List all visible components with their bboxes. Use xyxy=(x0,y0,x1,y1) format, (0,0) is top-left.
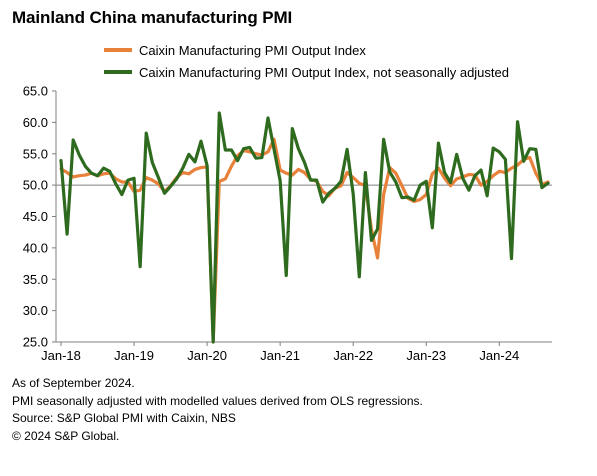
footnote-method: PMI seasonally adjusted with modelled va… xyxy=(12,393,423,408)
x-tick-label: Jan-21 xyxy=(260,348,300,363)
chart-title: Mainland China manufacturing PMI xyxy=(12,8,293,27)
legend-swatch-nsa xyxy=(104,70,132,74)
footnotes: As of September 2024. PMI seasonally adj… xyxy=(12,375,423,445)
y-tick-label: 50.0 xyxy=(23,178,48,193)
series-line-nsa xyxy=(59,111,550,344)
footnote-copyright: © 2024 S&P Global. xyxy=(12,428,120,443)
legend-label-sa: Caixin Manufacturing PMI Output Index xyxy=(139,42,366,58)
footnote-source: Source: S&P Global PMI with Caixin, NBS xyxy=(12,411,236,425)
x-tick-label: Jan-23 xyxy=(406,348,446,363)
legend-swatch-sa xyxy=(104,48,132,52)
series-line-sa xyxy=(59,137,550,344)
y-tick-label: 65.0 xyxy=(23,84,48,99)
y-tick-label: 55.0 xyxy=(23,146,48,161)
legend-item-nsa: Caixin Manufacturing PMI Output Index, n… xyxy=(104,61,509,83)
x-tick-label: Jan-24 xyxy=(479,348,519,363)
y-tick-label: 40.0 xyxy=(23,240,48,255)
y-tick-label: 45.0 xyxy=(23,209,48,224)
y-tick-label: 60.0 xyxy=(23,115,48,130)
x-tick-label: Jan-20 xyxy=(187,348,227,363)
y-tick-label: 30.0 xyxy=(23,303,48,318)
x-tick-label: Jan-19 xyxy=(114,348,154,363)
legend-item-sa: Caixin Manufacturing PMI Output Index xyxy=(104,39,509,61)
x-tick-label: Jan-22 xyxy=(333,348,373,363)
legend-label-nsa: Caixin Manufacturing PMI Output Index, n… xyxy=(139,64,509,80)
footnote-asof: As of September 2024. xyxy=(12,376,135,390)
legend: Caixin Manufacturing PMI Output Index Ca… xyxy=(104,39,509,83)
y-tick-label: 35.0 xyxy=(23,272,48,287)
x-tick-label: Jan-18 xyxy=(41,348,81,363)
y-tick-label: 25.0 xyxy=(23,335,48,350)
